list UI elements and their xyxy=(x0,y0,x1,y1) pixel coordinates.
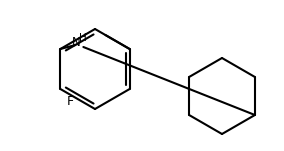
Text: H: H xyxy=(80,33,87,43)
Text: F: F xyxy=(66,95,74,108)
Text: N: N xyxy=(72,37,81,50)
